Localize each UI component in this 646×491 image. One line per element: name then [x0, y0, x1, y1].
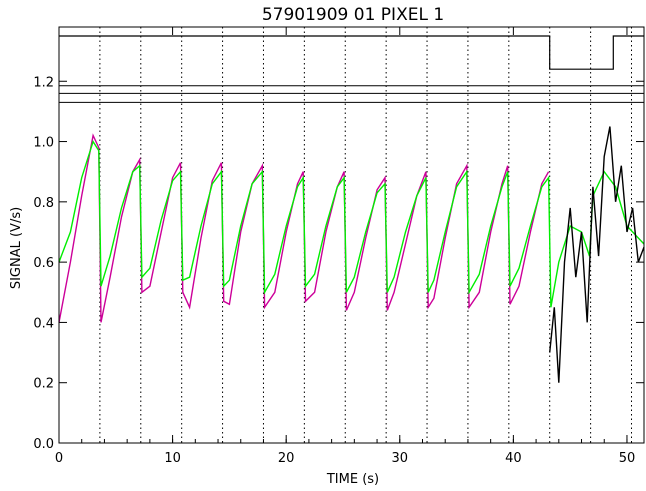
- chart-title: 57901909 01 PIXEL 1: [262, 5, 444, 25]
- series-line-3: [549, 126, 645, 383]
- x-tick-label: 20: [278, 451, 295, 466]
- y-tick-label: 1.2: [33, 75, 54, 90]
- x-tick-label: 30: [392, 451, 409, 466]
- x-axis-label: TIME (s): [326, 472, 379, 487]
- x-tick-label: 0: [55, 451, 63, 466]
- y-axis-label: SIGNAL (V/s): [9, 207, 24, 289]
- y-tick-label: 0.6: [33, 256, 54, 271]
- state-band-line: [59, 35, 644, 70]
- x-tick-label: 10: [164, 451, 181, 466]
- y-tick-label: 1.0: [33, 136, 54, 151]
- y-tick-label: 0.0: [33, 437, 54, 452]
- x-tick-label: 40: [505, 451, 522, 466]
- series-line-2: [58, 139, 645, 308]
- plot-frame: [58, 26, 645, 444]
- y-tick-label: 0.2: [33, 377, 54, 392]
- x-tick-label: 50: [619, 451, 636, 466]
- y-tick-label: 0.8: [33, 196, 54, 211]
- y-tick-label: 0.4: [33, 316, 54, 331]
